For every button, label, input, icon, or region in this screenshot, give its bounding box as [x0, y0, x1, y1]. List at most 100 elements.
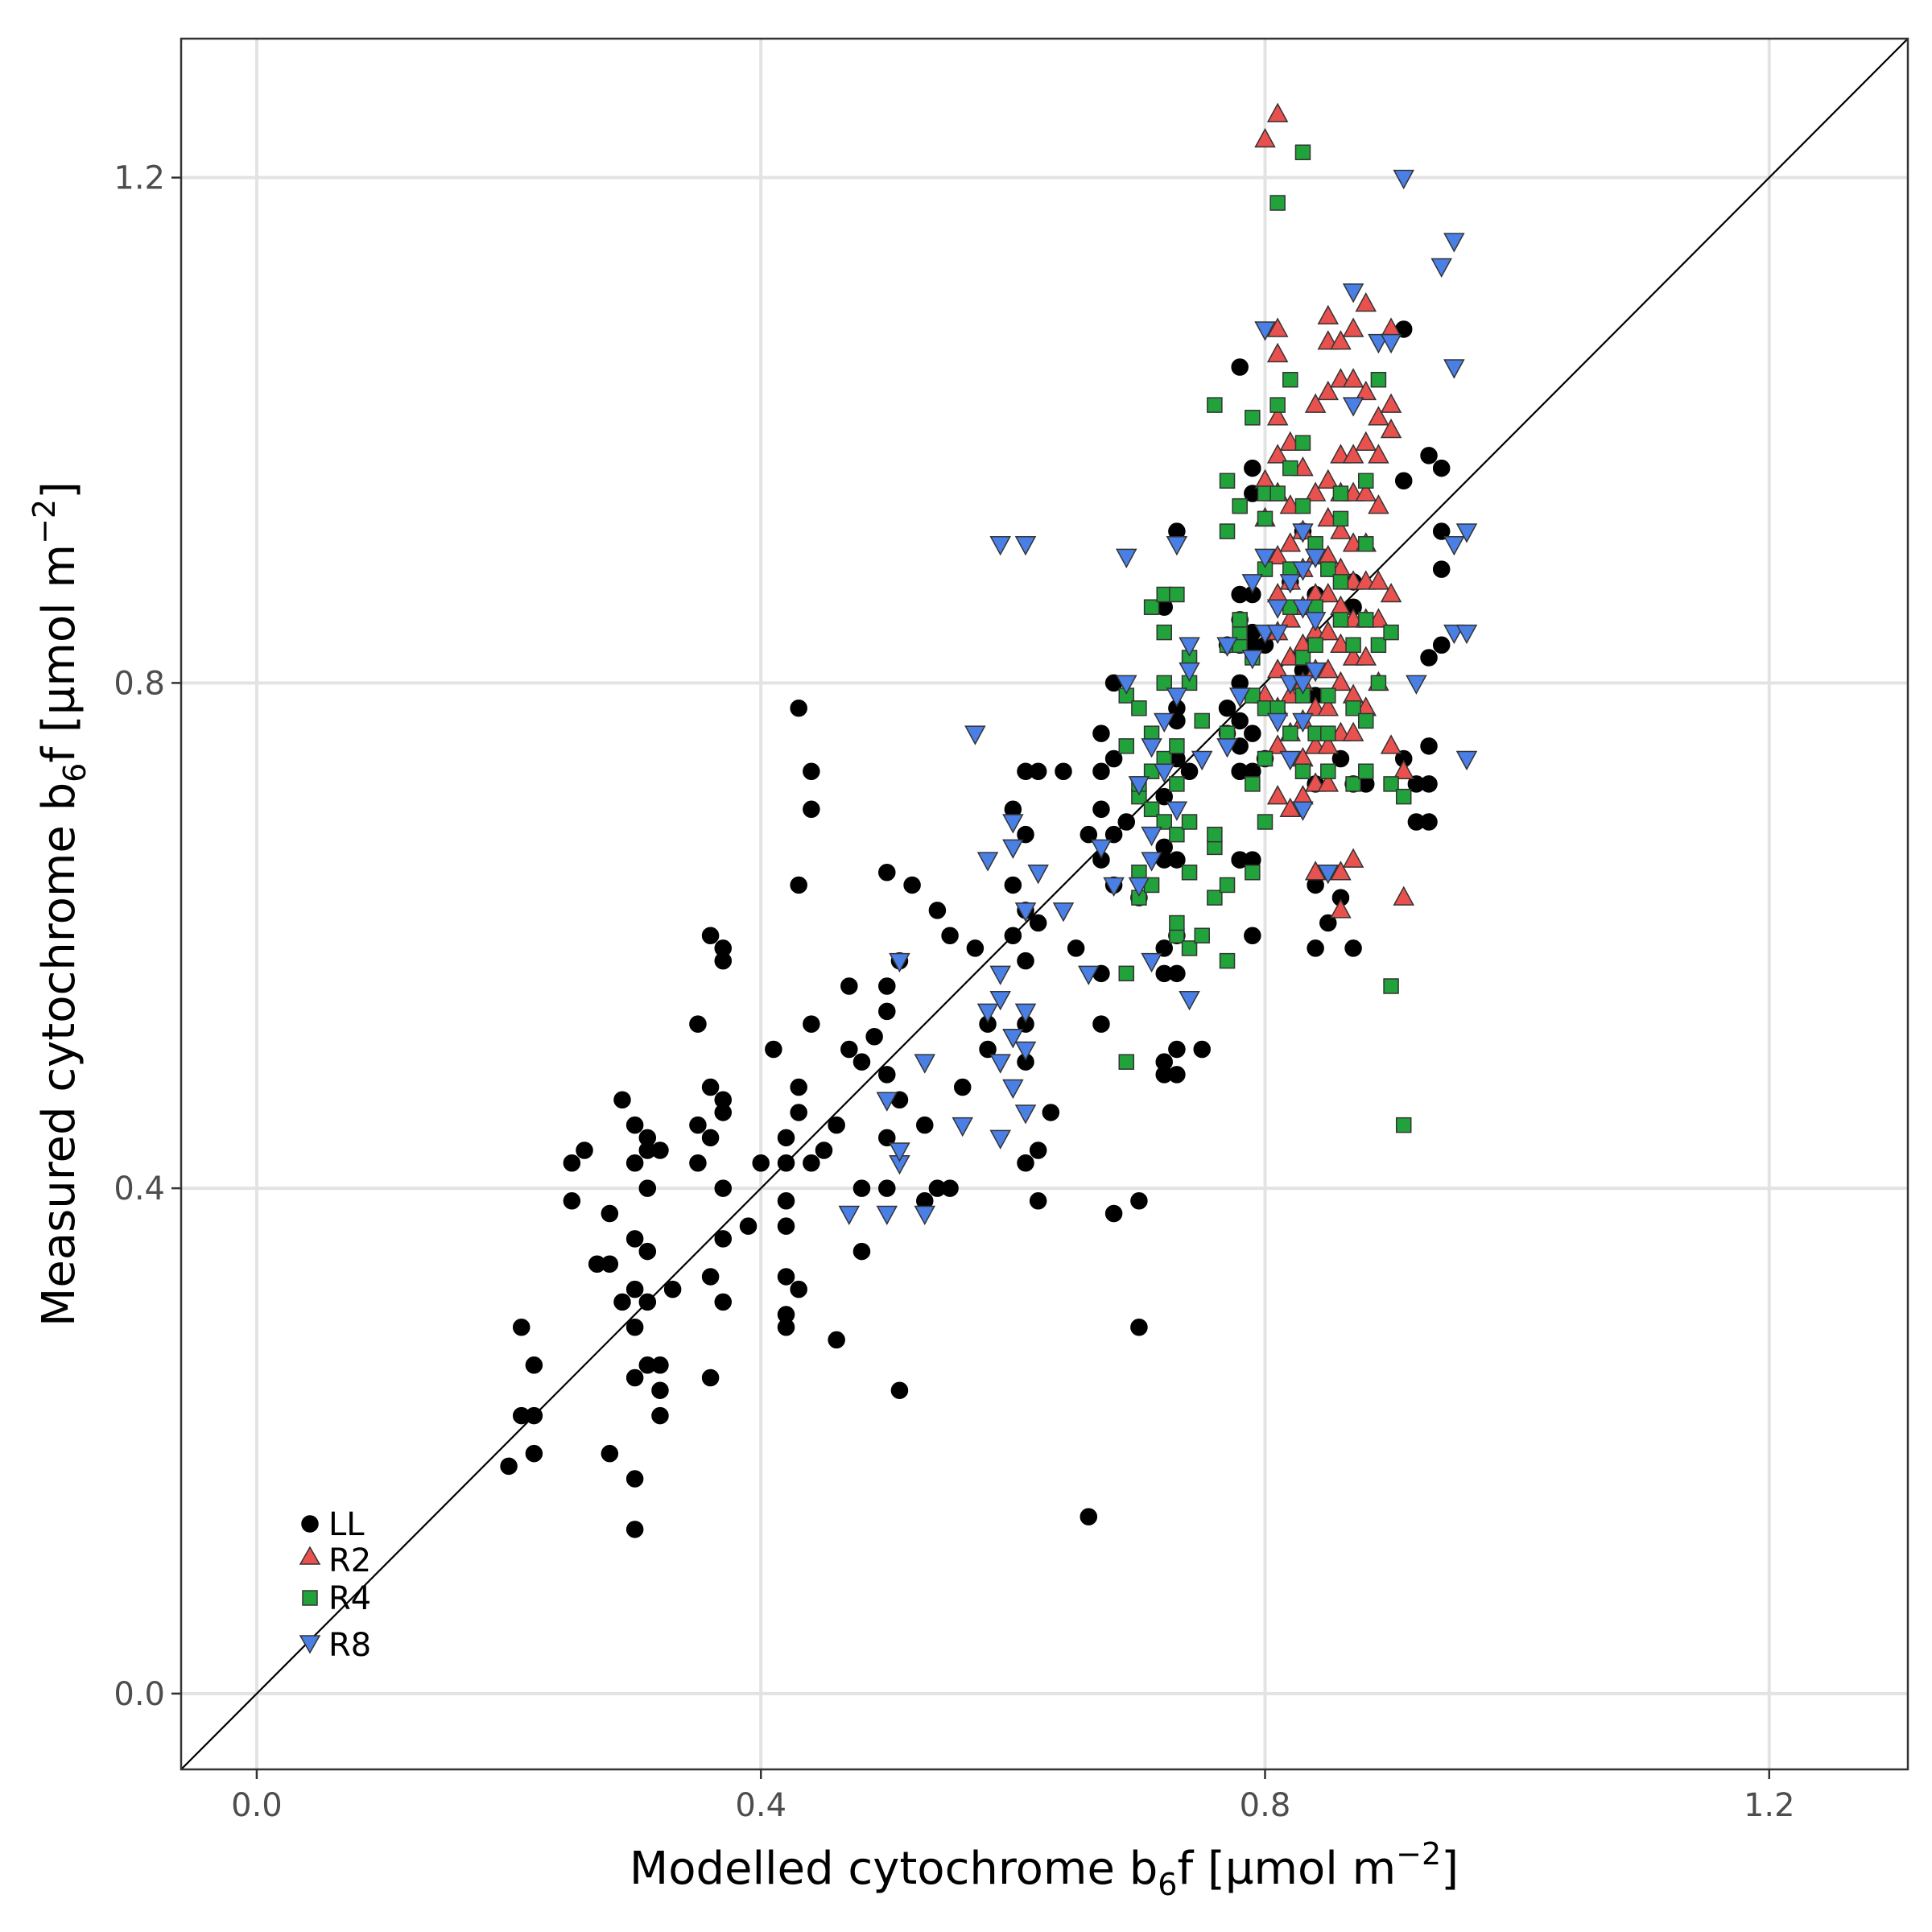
point-r4-44: [1232, 612, 1248, 628]
point-r2-68: [1330, 898, 1352, 919]
point-r8-72: [1342, 283, 1364, 303]
point-r8-21: [1014, 535, 1037, 556]
point-r4-89: [1358, 612, 1374, 628]
point-ll-85: [890, 1381, 909, 1399]
point-r8-62: [1292, 523, 1314, 543]
point-r4-0: [1118, 1054, 1135, 1070]
point-r2-100: [1393, 759, 1414, 779]
point-ll-38: [701, 1129, 720, 1147]
point-r4-33: [1207, 890, 1223, 906]
y-axis-ticks: 0.0 0.4 0.8 1.2: [114, 160, 181, 1713]
point-ll-32: [651, 1406, 669, 1425]
point-r4-83: [1332, 485, 1349, 502]
x-axis-title-close: ]: [1441, 1843, 1459, 1895]
point-r2-3: [1266, 342, 1289, 363]
point-ll-92: [941, 1179, 959, 1197]
point-ll-123: [1104, 749, 1123, 768]
point-r8-83: [1455, 750, 1478, 771]
point-r4-77: [1320, 725, 1336, 741]
point-ll-63: [790, 1280, 807, 1298]
point-ll-126: [1104, 1204, 1123, 1223]
point-ll-46: [714, 1179, 732, 1197]
point-ll-17: [625, 1230, 644, 1248]
point-r8-30: [1103, 877, 1125, 898]
point-r8-64: [1292, 712, 1314, 733]
y-axis-title-main: Measured cytochrome b: [33, 782, 85, 1327]
x-axis-title-subscript: 6: [1158, 1867, 1177, 1902]
point-r4-64: [1282, 460, 1298, 477]
point-r8-13: [989, 965, 1011, 985]
point-r2-89: [1368, 406, 1389, 426]
point-ll-72: [840, 1040, 858, 1059]
point-r4-46: [1245, 865, 1261, 881]
point-r8-37: [1141, 826, 1162, 847]
point-r4-69: [1294, 497, 1311, 514]
point-r2-78: [1342, 721, 1364, 741]
point-ll-167: [1244, 724, 1261, 742]
point-r4-1: [1118, 965, 1135, 982]
point-ll-115: [1080, 1508, 1098, 1525]
point-ll-11: [601, 1204, 619, 1223]
point-ll-70: [828, 1331, 845, 1349]
point-ll-39: [701, 1268, 720, 1286]
point-r2-54: [1317, 696, 1340, 716]
point-ll-118: [1092, 800, 1110, 819]
point-ll-74: [852, 1179, 871, 1197]
point-ll-55: [777, 1217, 795, 1235]
point-r8-42: [1166, 687, 1188, 708]
legend-label-r8: R8: [328, 1627, 371, 1664]
point-ll-124: [1104, 825, 1123, 844]
point-r4-41: [1219, 473, 1236, 489]
point-r4-71: [1294, 144, 1311, 160]
point-ll-31: [651, 1381, 669, 1399]
point-ll-87: [916, 1116, 934, 1134]
point-r8-24: [1014, 1041, 1037, 1062]
point-r4-40: [1219, 523, 1236, 539]
point-r4-51: [1257, 814, 1274, 830]
point-ll-34: [689, 1015, 707, 1033]
y-axis-title-rest: f [µmol m: [33, 544, 85, 763]
point-r8-63: [1292, 801, 1314, 821]
point-r8-28: [1078, 965, 1100, 985]
point-r4-32: [1207, 397, 1223, 413]
y-axis-title-close: ]: [33, 481, 85, 499]
point-ll-25: [638, 1179, 657, 1197]
point-r2-83: [1355, 481, 1377, 502]
point-r4-45: [1232, 497, 1248, 514]
point-r4-21: [1169, 826, 1185, 843]
point-ll-19: [625, 1318, 644, 1336]
point-r4-90: [1358, 535, 1374, 552]
point-r2-70: [1342, 368, 1364, 388]
point-ll-73: [852, 1053, 871, 1071]
point-r8-66: [1292, 599, 1314, 619]
point-ll-76: [865, 1028, 883, 1046]
point-r4-73: [1307, 637, 1323, 654]
point-r4-58: [1269, 485, 1286, 502]
x-axis-title: Modelled cytochrome b6f [µmol m−2]: [630, 1836, 1459, 1902]
point-r4-92: [1370, 675, 1387, 691]
point-ll-137: [1155, 838, 1173, 857]
point-ll-110: [1029, 1192, 1047, 1210]
point-r8-75: [1380, 333, 1402, 354]
point-ll-188: [1344, 939, 1362, 957]
point-r8-17: [1002, 814, 1024, 834]
point-r2-2: [1266, 317, 1289, 337]
point-ll-68: [815, 1141, 833, 1159]
point-ll-3: [512, 1318, 530, 1336]
point-r4-13: [1143, 599, 1160, 615]
point-ll-53: [777, 1154, 795, 1172]
point-r4-2: [1118, 738, 1135, 754]
point-r8-67: [1292, 561, 1314, 581]
point-r4-88: [1358, 712, 1374, 729]
point-r4-66: [1294, 763, 1311, 779]
point-ll-111: [1042, 1104, 1060, 1121]
point-ll-200: [1432, 459, 1451, 477]
y-tick-label-3: 1.2: [114, 160, 165, 197]
point-ll-8: [576, 1141, 593, 1159]
point-ll-117: [1092, 762, 1110, 780]
point-ll-13: [613, 1293, 631, 1311]
point-r2-79: [1342, 848, 1364, 868]
point-r4-10: [1143, 801, 1160, 818]
point-r8-23: [1014, 1003, 1037, 1023]
point-ll-143: [1168, 851, 1186, 869]
